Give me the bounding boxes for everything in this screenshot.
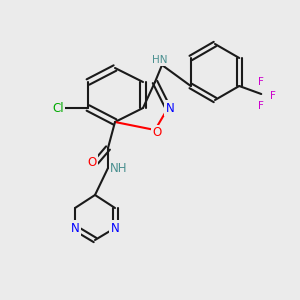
Text: N: N: [166, 101, 174, 115]
Text: O: O: [87, 155, 97, 169]
Text: F: F: [270, 91, 276, 101]
Text: O: O: [152, 127, 162, 140]
Text: Cl: Cl: [52, 101, 64, 115]
Text: F: F: [258, 101, 264, 111]
Text: NH: NH: [110, 161, 128, 175]
Text: F: F: [258, 77, 264, 87]
Text: N: N: [70, 221, 80, 235]
Text: N: N: [111, 221, 119, 235]
Text: HN: HN: [152, 55, 168, 65]
